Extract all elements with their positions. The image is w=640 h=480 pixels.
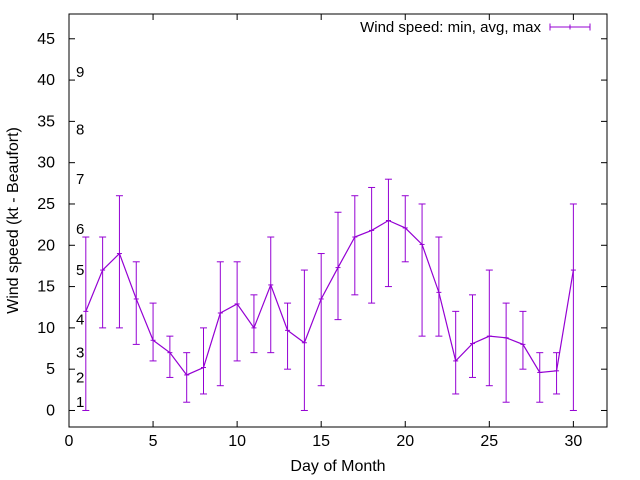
beaufort-label: 8: [76, 122, 84, 139]
beaufort-label: 5: [76, 262, 84, 279]
error-bars: [82, 178, 577, 411]
legend-label: Wind speed: min, avg, max: [360, 19, 541, 36]
beaufort-label: 3: [76, 345, 84, 362]
y-tick-label: 0: [46, 402, 55, 419]
beaufort-label: 2: [76, 369, 84, 386]
y-axis-label: Wind speed (kt - Beaufort): [5, 127, 22, 314]
x-tick-label: 5: [149, 433, 158, 450]
y-tick-label: 15: [37, 279, 55, 296]
y-tick-label: 30: [37, 155, 55, 172]
beaufort-label: 7: [76, 171, 84, 188]
x-tick-label: 0: [65, 433, 74, 450]
x-axis-label: Day of Month: [290, 458, 385, 475]
y-tick-label: 25: [37, 196, 55, 213]
x-axis: 0 5 10 15 20 25 30: [65, 14, 582, 450]
y-tick-label: 45: [37, 31, 55, 48]
beaufort-label: 4: [76, 312, 84, 329]
y-tick-label: 20: [37, 237, 55, 254]
x-tick-label: 15: [312, 433, 330, 450]
x-tick-label: 30: [564, 433, 582, 450]
y-tick-label: 5: [46, 361, 55, 378]
beaufort-label: 6: [76, 221, 84, 238]
y-tick-label: 10: [37, 320, 55, 337]
beaufort-label: 1: [76, 394, 84, 411]
x-tick-label: 10: [228, 433, 246, 450]
legend-key: [549, 23, 591, 31]
x-tick-label: 20: [396, 433, 414, 450]
beaufort-scale-labels: 1 2 3 4 5 6 7 8 9: [76, 64, 84, 411]
y-tick-label: 40: [37, 72, 55, 89]
average-line: [85, 219, 574, 376]
beaufort-label: 9: [76, 64, 84, 81]
plot-frame: [68, 13, 608, 428]
y-tick-label: 35: [37, 113, 55, 130]
legend: Wind speed: min, avg, max: [360, 19, 591, 36]
x-tick-label: 25: [480, 433, 498, 450]
